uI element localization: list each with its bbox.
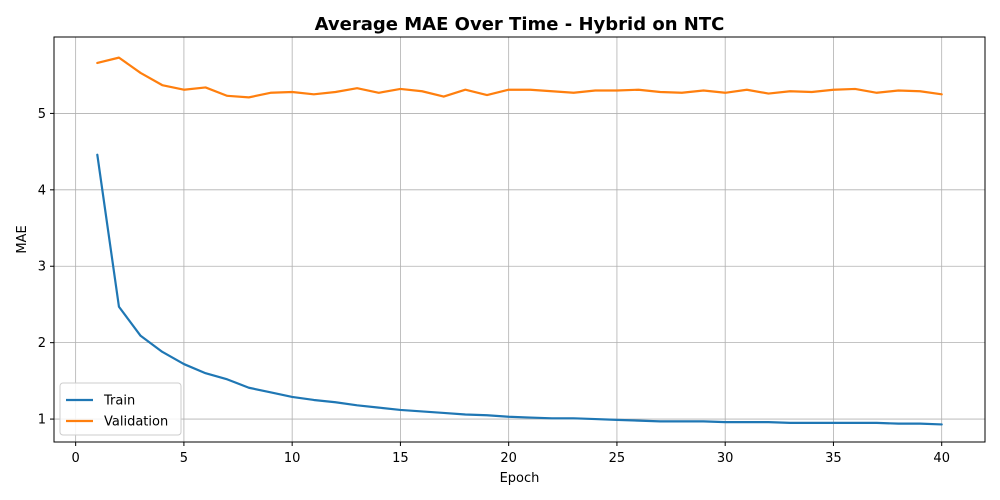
x-tick-label: 35: [825, 451, 842, 466]
x-axis-title: Epoch: [500, 471, 540, 486]
y-tick-label: 2: [38, 336, 46, 351]
x-tick-label: 10: [284, 451, 301, 466]
legend: Train Validation: [59, 382, 182, 436]
x-tick-label: 20: [500, 451, 517, 466]
x-tick-label: 25: [609, 451, 626, 466]
x-tick-label: 5: [180, 451, 188, 466]
y-axis-title: MAE: [15, 225, 30, 253]
x-tick-label: 30: [717, 451, 734, 466]
legend-label: Validation: [104, 415, 168, 430]
y-tick-label: 3: [38, 260, 46, 275]
y-tick-label: 4: [38, 183, 46, 198]
legend-label: Train: [103, 394, 135, 409]
plot-frame: [53, 36, 986, 443]
series-lines: [96, 56, 943, 426]
y-tick-label: 5: [38, 107, 46, 122]
x-tick-label: 15: [392, 451, 409, 466]
y-tick-label: 1: [38, 413, 46, 428]
grid: [54, 37, 985, 442]
chart-title: Average MAE Over Time - Hybrid on NTC: [315, 14, 725, 35]
x-tick-label: 0: [72, 451, 80, 466]
x-tick-label: 40: [933, 451, 950, 466]
series-line-validation: [96, 56, 943, 99]
series-line-train: [96, 153, 943, 426]
axis-ticks: 0 5 10 15 20 25 30 35 40 1 2 3 4 5: [38, 107, 950, 466]
